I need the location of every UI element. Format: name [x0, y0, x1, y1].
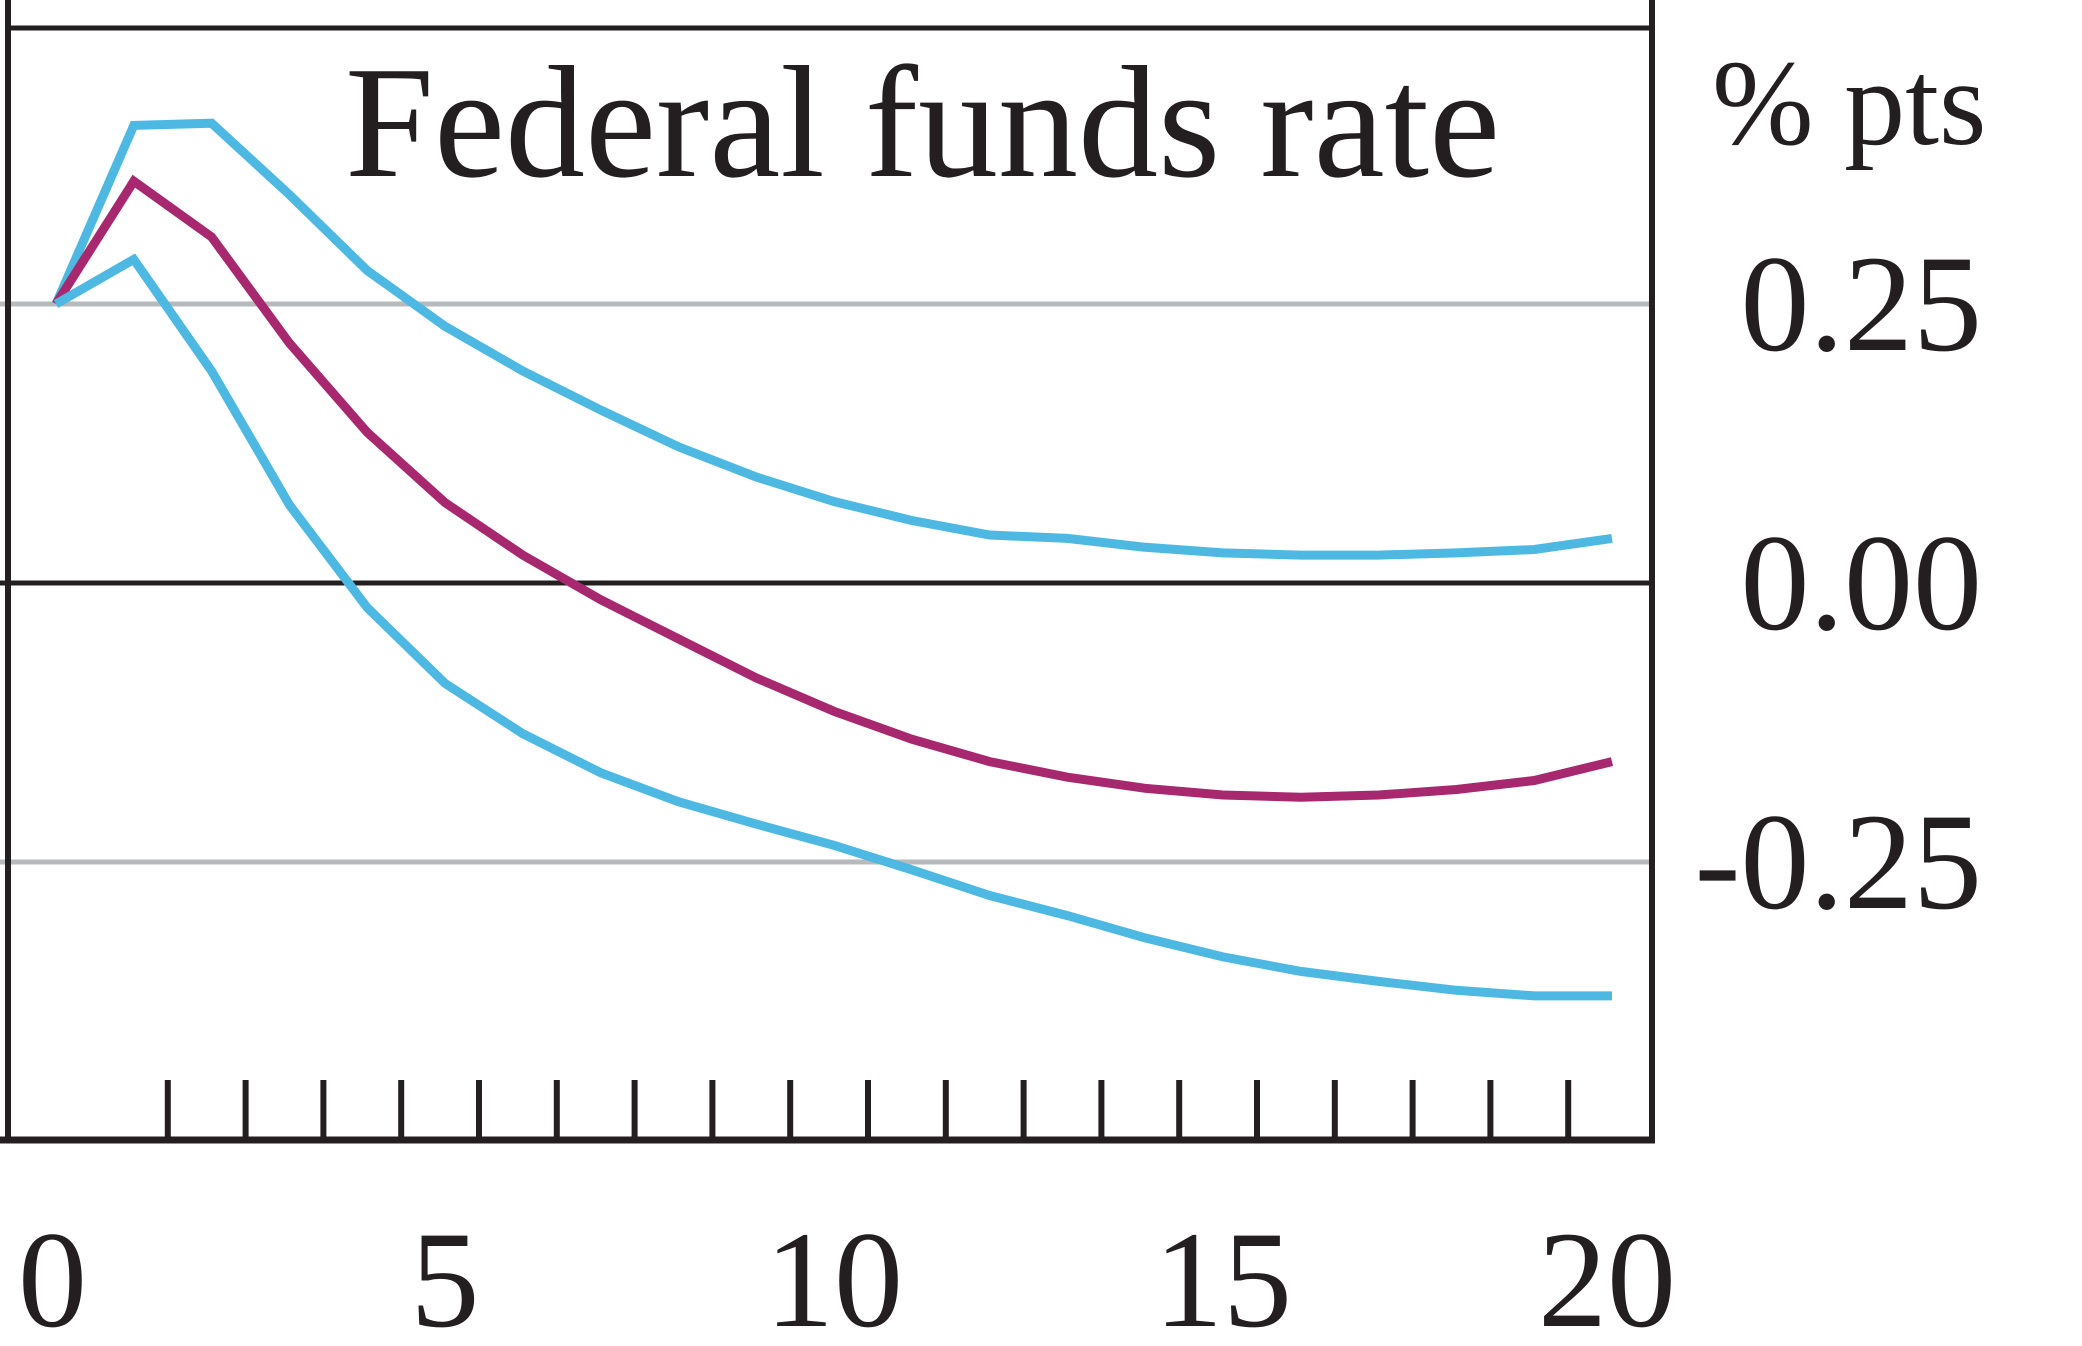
x-tick-label-4: 20	[1538, 1203, 1676, 1346]
y-tick-label-1: 0.00	[1741, 506, 1983, 659]
y-tick-label-0: 0.25	[1741, 227, 1983, 380]
x-tick-labels: 0 5 10 15 20	[18, 1203, 1676, 1346]
y-tick-label-2: -0.25	[1695, 785, 1982, 938]
series-line-median	[52, 174, 1614, 802]
gridlines	[0, 301, 1652, 865]
y-tick-labels: 0.25 0.00 -0.25	[1695, 227, 1982, 938]
x-tick-marks	[164, 1080, 1572, 1140]
series-layer	[51, 118, 1614, 1001]
x-tick-label-0: 0	[18, 1203, 87, 1346]
plot-frame	[0, 0, 1655, 1144]
series-line-lower-band	[53, 253, 1612, 1001]
unit-label: % pts	[1712, 36, 1987, 171]
x-tick-label-1: 5	[411, 1203, 480, 1346]
x-tick-label-2: 10	[765, 1203, 903, 1346]
x-tick-label-3: 15	[1154, 1203, 1292, 1346]
series-line-upper-band	[51, 118, 1613, 560]
chart-title: Federal funds rate	[345, 33, 1500, 211]
